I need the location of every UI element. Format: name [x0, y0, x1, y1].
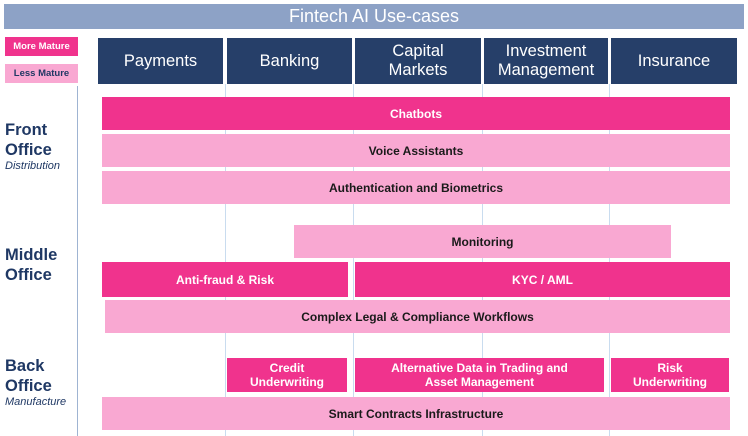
column-divider [482, 84, 483, 436]
row-label-title: Middle Office [5, 246, 58, 284]
column-header-insurance: Insurance [611, 38, 737, 84]
column-divider [225, 84, 226, 436]
column-divider [353, 84, 354, 436]
column-header-banking: Banking [227, 38, 352, 84]
column-header-payments: Payments [98, 38, 223, 84]
diagram-title: Fintech AI Use-cases [4, 4, 744, 29]
row-label-front-office: Front Office Distribution [5, 120, 77, 172]
row-label-subtitle: Distribution [5, 160, 61, 172]
use-case-label: Alternative Data in Trading and Asset Ma… [391, 361, 568, 389]
use-case-label: Credit Underwriting [250, 361, 324, 389]
use-case-authentication-biometrics: Authentication and Biometrics [102, 171, 730, 204]
row-label-title: Back Office [5, 357, 52, 395]
use-case-smart-contracts: Smart Contracts Infrastructure [102, 397, 730, 430]
use-case-kyc-aml: KYC / AML [355, 262, 730, 297]
use-case-legal-compliance-workflows: Complex Legal & Compliance Workflows [105, 300, 730, 333]
row-label-back-office: Back Office Manufacture [5, 356, 77, 408]
row-label-separator [77, 86, 78, 436]
column-header-label: Capital Markets [388, 42, 448, 79]
use-case-credit-underwriting: Credit Underwriting [227, 358, 347, 392]
row-label-title: Front Office [5, 121, 52, 159]
legend-less-mature: Less Mature [5, 64, 78, 83]
legend-more-mature: More Mature [5, 37, 78, 56]
column-header-investment-management: Investment Management [484, 38, 608, 84]
use-case-label: Risk Underwriting [633, 361, 707, 389]
use-case-chatbots: Chatbots [102, 97, 730, 130]
column-header-label: Investment Management [497, 42, 595, 79]
row-label-subtitle: Manufacture [5, 396, 67, 408]
use-case-monitoring: Monitoring [294, 225, 671, 258]
column-header-capital-markets: Capital Markets [355, 38, 481, 84]
use-case-risk-underwriting: Risk Underwriting [611, 358, 729, 392]
use-case-voice-assistants: Voice Assistants [102, 134, 730, 167]
use-case-anti-fraud-risk: Anti-fraud & Risk [102, 262, 348, 297]
use-case-alternative-data: Alternative Data in Trading and Asset Ma… [355, 358, 604, 392]
column-divider [609, 84, 610, 436]
row-label-middle-office: Middle Office [5, 245, 77, 285]
